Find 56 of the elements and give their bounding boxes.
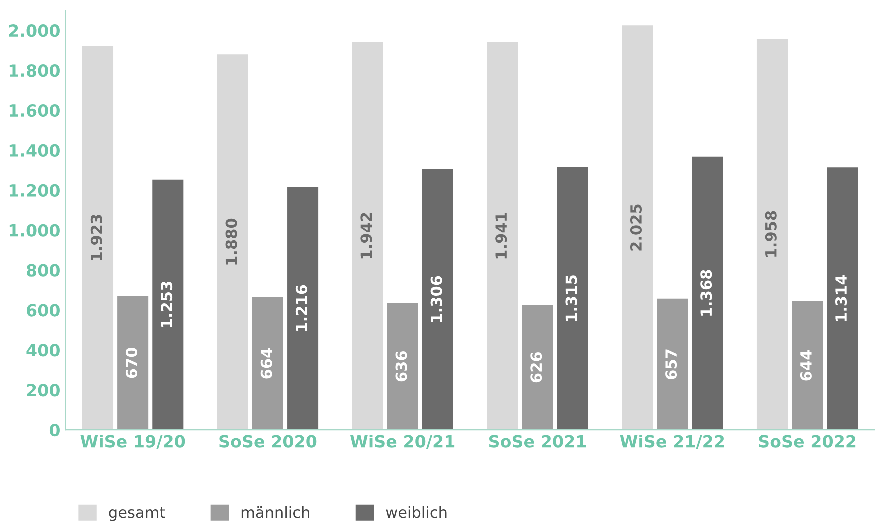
data-label: 644 [800,350,812,381]
data-label: 2.025 [630,204,642,251]
data-label: 1.253 [161,282,173,328]
data-label: 1.941 [496,213,508,259]
y-tick-label: 400 [26,344,60,357]
bar [756,38,788,430]
legend-label: gesamt [109,507,166,522]
x-tick-label: SoSe 2021 [489,435,586,448]
bar [422,169,454,430]
data-label: 657 [666,350,678,380]
bar [387,303,418,430]
y-tick-label: 1.400 [10,144,60,158]
bar [217,54,248,430]
y-tick-label: 1.600 [10,104,60,118]
y-tick-label: 1.200 [10,184,60,197]
data-label: 664 [260,348,272,379]
data-label: 1.315 [566,276,578,322]
data-label: 1.306 [430,276,442,322]
data-label: 1.923 [90,215,102,260]
data-label: 1.314 [836,275,848,322]
x-tick-label: WiSe 20/21 [350,434,455,450]
bar [118,296,149,430]
x-tick-label: WiSe 19/20 [80,434,186,450]
bar [522,305,554,430]
x-tick-label: WiSe 21/22 [620,434,724,450]
bar [792,301,824,430]
bar [557,167,588,430]
bar [152,180,184,430]
y-tick-label: 800 [26,264,60,277]
data-label: 636 [396,351,408,382]
y-tick-label: 600 [27,304,60,317]
bar [82,46,114,430]
bar [622,26,654,430]
x-tick-label: SoSe 2020 [220,435,317,448]
y-tick-label: 0 [50,424,60,437]
y-tick-label: 1.000 [10,224,60,237]
y-tick-label: 2.000 [9,24,60,38]
data-label: 1.958 [765,211,777,257]
bar [657,298,688,430]
legend-label: männlich [242,506,310,518]
bar [827,168,858,430]
bar [487,42,518,430]
data-label: 1.368 [700,270,712,316]
y-tick-label: 1.800 [10,64,60,78]
bar [252,297,284,430]
data-label: 1.880 [226,218,238,265]
data-label: 1.216 [296,285,308,332]
data-label: 626 [530,352,542,383]
bar [288,187,319,430]
data-label: 670 [126,348,138,378]
bar [692,156,724,430]
x-tick-label: SoSe 2022 [759,435,856,448]
data-label: 1.942 [360,213,372,259]
legend-label: weiblich [386,506,447,518]
bar [352,42,384,430]
y-tick-label: 200 [27,384,60,397]
